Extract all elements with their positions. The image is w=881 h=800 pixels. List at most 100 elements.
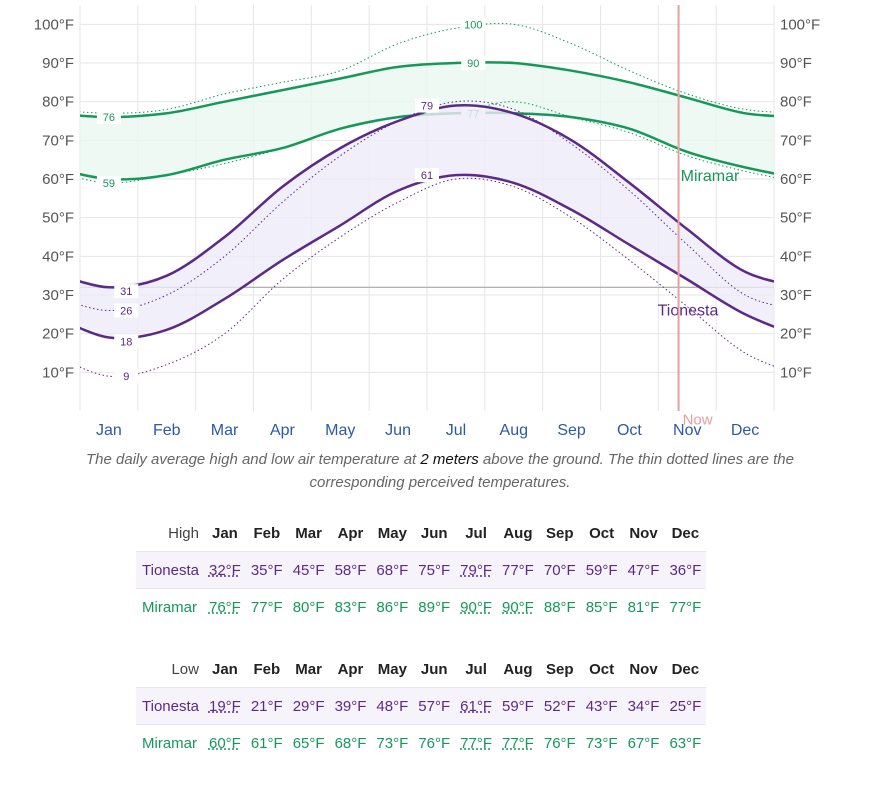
temp-cell[interactable]: 19°F (208, 697, 241, 715)
table-row-tionesta-high: Tionesta 32°F 35°F 45°F 58°F 68°F 75°F 7… (136, 551, 707, 589)
y-tick-label-right: 60°F (780, 171, 812, 188)
month-header: Nov (629, 524, 658, 542)
temp-cell: 76°F (418, 734, 451, 752)
y-tick-label-left: 40°F (42, 248, 74, 265)
temp-cell: 43°F (585, 697, 618, 715)
x-tick-label: May (325, 422, 355, 439)
y-tick-label-left: 20°F (42, 326, 74, 343)
caption-post: above the ground. The thin dotted lines … (309, 451, 794, 491)
x-tick-label: Dec (731, 422, 759, 439)
high-temperature-table: High Jan Feb Mar Apr May Jun Jul Aug Sep… (136, 515, 707, 625)
data-label-background (461, 17, 486, 32)
temp-cell: 89°F (418, 598, 451, 616)
caption-highlight: 2 meters (420, 451, 479, 468)
y-tick-label-right: 70°F (780, 132, 812, 149)
data-label-background (96, 110, 121, 125)
data-label: 26 (120, 305, 132, 317)
temp-cell: 68°F (334, 734, 367, 752)
y-tick-label-right: 90°F (780, 55, 812, 72)
temp-cell: 77°F (502, 561, 534, 579)
temp-cell: 80°F (292, 598, 325, 616)
temp-cell[interactable]: 79°F (460, 561, 492, 579)
data-label-background (415, 98, 439, 113)
temp-cell: 57°F (418, 697, 451, 715)
temp-cell: 48°F (376, 697, 409, 715)
table-row-miramar-low: Miramar 60°F 61°F 65°F 68°F 73°F 76°F 77… (136, 725, 706, 762)
month-header: Jul (465, 524, 487, 542)
data-label-background (114, 334, 139, 349)
y-tick-label-left: 70°F (42, 132, 74, 149)
temp-cell: 47°F (627, 561, 660, 579)
temp-cell[interactable]: 60°F (208, 734, 241, 752)
data-label-background (415, 168, 439, 183)
temp-cell[interactable]: 77°F (460, 734, 492, 752)
y-tick-label-left: 30°F (42, 287, 74, 304)
y-tick-label-right: 40°F (780, 248, 812, 265)
now-marker-label: Now (683, 412, 713, 429)
month-header: Aug (503, 524, 533, 542)
month-header: Jul (465, 660, 487, 678)
y-tick-label-left: 10°F (42, 364, 74, 381)
x-tick-label: Feb (153, 422, 181, 439)
temp-cell[interactable]: 90°F (502, 598, 534, 616)
data-label-background (114, 284, 139, 299)
y-tick-label-left: 50°F (42, 210, 74, 227)
y-tick-label-right: 20°F (780, 326, 812, 343)
temp-cell: 81°F (627, 598, 660, 616)
temp-cell: 36°F (669, 561, 702, 579)
temp-cell: 34°F (627, 697, 660, 715)
row-label-tionesta: Tionesta (142, 697, 199, 715)
temp-cell: 67°F (627, 734, 660, 752)
temp-cell: 61°F (250, 734, 283, 752)
temp-cell: 77°F (669, 598, 702, 616)
month-header: May (377, 660, 407, 678)
series-label-miramar: Miramar (681, 168, 740, 185)
temp-cell[interactable]: 90°F (460, 598, 492, 616)
month-header: May (377, 524, 407, 542)
temp-cell: 25°F (669, 697, 702, 715)
temp-cell: 73°F (376, 734, 409, 752)
data-label: 100 (464, 19, 482, 31)
temp-cell: 65°F (292, 734, 325, 752)
month-header: Jan (211, 524, 238, 542)
y-tick-label-left: 90°F (42, 55, 74, 72)
month-header: Sep (546, 524, 574, 542)
temperature-chart: 10°F 10°F 20°F 20°F 30°F 30°F 40°F 40°F 50°F 50°F… (34, 5, 820, 439)
temp-cell: 59°F (585, 561, 618, 579)
temp-cell: 58°F (334, 561, 367, 579)
x-tick-label: Jan (96, 422, 122, 439)
temp-cell: 35°F (250, 561, 283, 579)
temp-cell: 86°F (376, 598, 409, 616)
data-label: 18 (120, 336, 132, 348)
temp-cell: 85°F (585, 598, 618, 616)
month-header: Feb (253, 524, 281, 542)
x-tick-label: Apr (270, 422, 296, 439)
temp-cell[interactable]: 76°F (208, 598, 241, 616)
x-tick-label: Jun (385, 422, 411, 439)
temp-cell: 73°F (585, 734, 618, 752)
temp-cell: 21°F (250, 697, 283, 715)
temp-cell: 63°F (669, 734, 702, 752)
y-tick-label-right: 80°F (780, 94, 812, 111)
data-label-background (96, 175, 121, 190)
month-header: Jan (211, 660, 238, 678)
high-table-label: High (168, 524, 199, 542)
month-header: Aug (503, 660, 533, 678)
x-tick-label: Mar (211, 422, 239, 439)
data-label: 79 (421, 101, 433, 113)
y-tick-label-left: 60°F (42, 171, 74, 188)
month-header: Apr (337, 660, 364, 678)
low-table-header: Low Jan Feb Mar Apr May Jun Jul Aug Sep … (136, 651, 706, 688)
table-row-tionesta-low: Tionesta 19°F 21°F 29°F 39°F 48°F 57°F 6… (136, 687, 707, 725)
temp-cell[interactable]: 32°F (208, 561, 241, 579)
x-tick-label: Nov (673, 422, 701, 439)
temp-cell: 45°F (292, 561, 325, 579)
y-tick-label-right: 10°F (780, 364, 812, 381)
month-header: Dec (671, 524, 700, 542)
miramar-perceived-high-line (80, 22, 774, 114)
month-header: Mar (295, 524, 322, 542)
temp-cell[interactable]: 61°F (460, 697, 492, 715)
low-temperature-table: Low Jan Feb Mar Apr May Jun Jul Aug Sep … (136, 651, 707, 762)
data-label: 59 (103, 178, 115, 190)
temp-cell[interactable]: 77°F (502, 734, 534, 752)
